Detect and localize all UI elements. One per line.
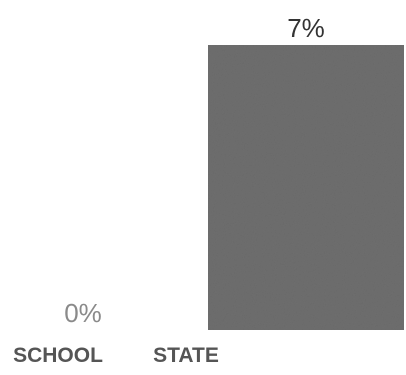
bar-state xyxy=(208,45,404,330)
value-labels-group: 0% 7% xyxy=(64,13,325,328)
bars-group xyxy=(208,45,404,330)
value-label-state: 7% xyxy=(287,13,325,43)
category-label-state: STATE xyxy=(153,344,219,367)
value-label-school: 0% xyxy=(64,298,102,328)
category-labels-group: SCHOOL STATE xyxy=(13,344,219,367)
category-label-school: SCHOOL xyxy=(13,344,103,367)
